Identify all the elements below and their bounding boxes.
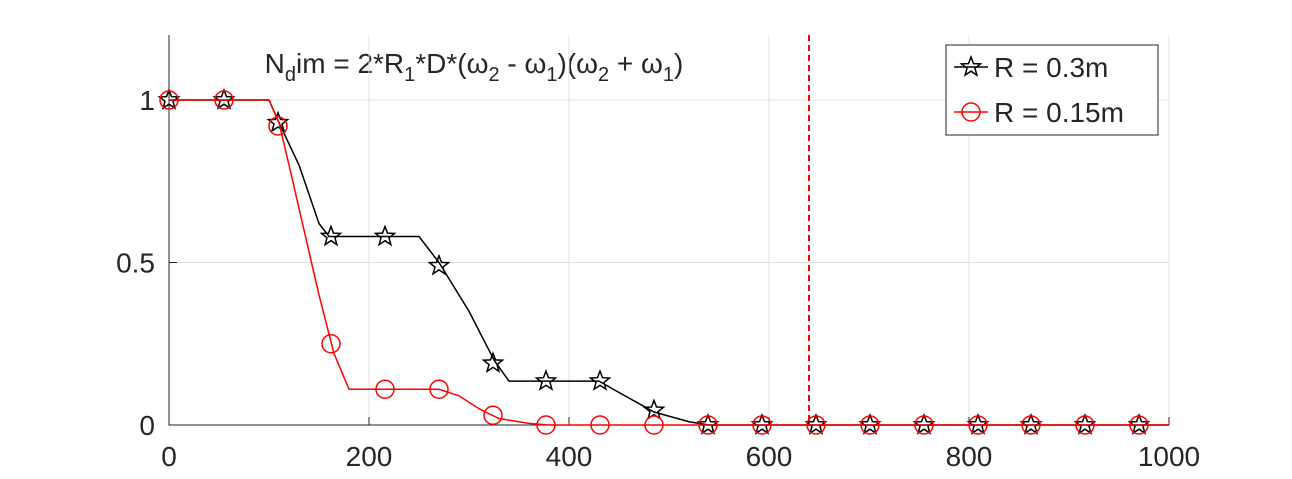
marker bbox=[214, 90, 234, 110]
y-tick-label: 0.5 bbox=[116, 248, 155, 279]
y-tick-label: 0 bbox=[139, 410, 155, 441]
series-line bbox=[169, 99, 1169, 426]
marker bbox=[481, 351, 505, 374]
marker bbox=[588, 368, 612, 391]
marker bbox=[427, 253, 451, 276]
marker bbox=[912, 412, 936, 435]
marker bbox=[159, 90, 179, 110]
x-tick-label: 200 bbox=[346, 441, 393, 472]
marker bbox=[961, 102, 981, 122]
marker bbox=[860, 415, 880, 435]
x-tick-label: 0 bbox=[161, 441, 177, 472]
marker bbox=[696, 412, 720, 435]
x-tick-label: 600 bbox=[746, 441, 793, 472]
marker bbox=[321, 334, 341, 354]
marker bbox=[806, 415, 826, 435]
marker bbox=[1019, 412, 1043, 435]
marker bbox=[319, 224, 343, 247]
marker bbox=[590, 415, 610, 435]
marker bbox=[698, 415, 718, 435]
chart-title: Ndim = 2*R1*D*(ω2 - ω1)(ω2 + ω1) bbox=[265, 48, 684, 86]
marker bbox=[804, 412, 828, 435]
x-tick-label: 400 bbox=[546, 441, 593, 472]
marker bbox=[1075, 415, 1095, 435]
marker bbox=[642, 398, 666, 421]
legend-box bbox=[945, 44, 1159, 136]
marker bbox=[966, 412, 990, 435]
marker bbox=[968, 415, 988, 435]
x-tick-label: 800 bbox=[946, 441, 993, 472]
marker bbox=[212, 87, 236, 110]
marker bbox=[375, 379, 395, 399]
marker bbox=[750, 412, 774, 435]
marker bbox=[268, 116, 288, 136]
legend-label: R = 0.3m bbox=[994, 52, 1108, 83]
marker bbox=[373, 224, 397, 247]
marker bbox=[752, 415, 772, 435]
marker bbox=[914, 415, 934, 435]
marker bbox=[483, 405, 503, 425]
marker bbox=[644, 415, 664, 435]
marker bbox=[1021, 415, 1041, 435]
marker bbox=[959, 54, 983, 77]
y-tick-label: 1 bbox=[139, 85, 155, 116]
marker bbox=[536, 415, 556, 435]
marker bbox=[858, 412, 882, 435]
x-tick-label: 1000 bbox=[1138, 441, 1200, 472]
marker bbox=[157, 87, 181, 110]
series-line bbox=[169, 99, 1169, 426]
legend-label: R = 0.15m bbox=[994, 97, 1124, 128]
marker bbox=[1129, 415, 1149, 435]
marker bbox=[429, 379, 449, 399]
marker bbox=[1073, 412, 1097, 435]
marker bbox=[534, 368, 558, 391]
marker bbox=[1127, 412, 1151, 435]
